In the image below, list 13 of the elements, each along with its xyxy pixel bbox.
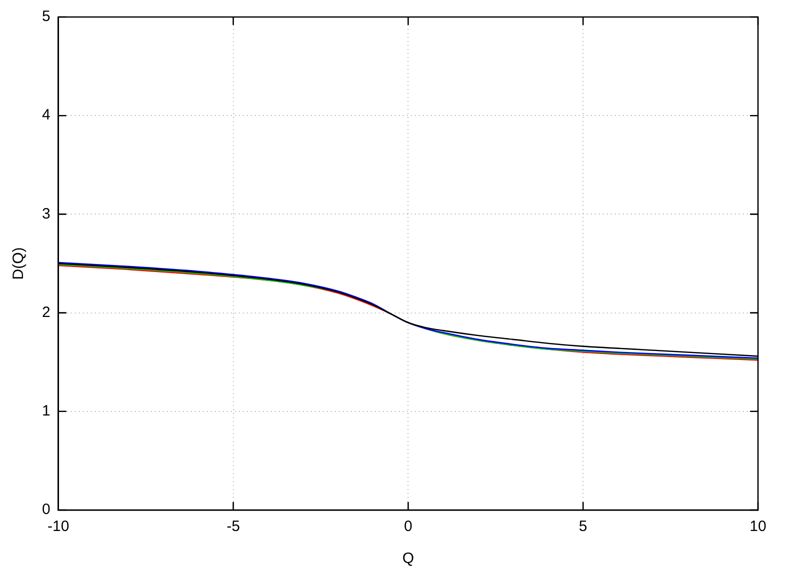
x-tick-label: -5: [226, 518, 240, 536]
y-tick-label: 1: [42, 402, 50, 420]
y-axis-title: D(Q): [10, 247, 28, 280]
x-tick-label: -10: [48, 518, 70, 536]
x-axis-title: Q: [402, 550, 414, 568]
y-tick-label: 2: [42, 304, 50, 321]
y-tick-label: 3: [42, 205, 50, 222]
y-tick-label: 4: [42, 106, 50, 124]
y-tick-label: 0: [42, 501, 50, 518]
x-tick-label: 5: [578, 518, 588, 536]
y-tick-label: 5: [42, 8, 50, 26]
x-tick-label: 10: [750, 518, 766, 536]
x-tick-label: 0: [404, 518, 412, 536]
